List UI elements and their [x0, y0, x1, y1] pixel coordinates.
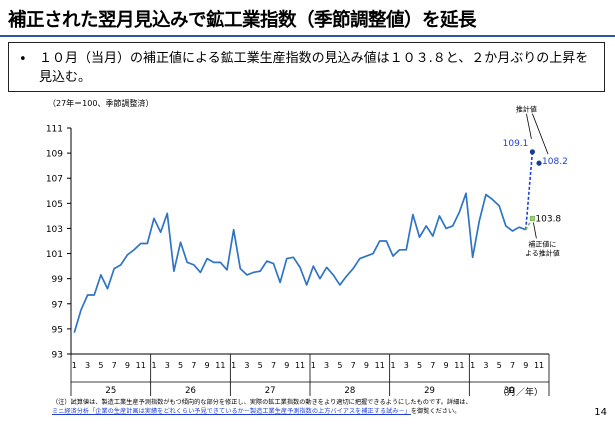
y-tick-label: 93 — [52, 351, 63, 361]
series-line — [73, 192, 527, 333]
footnote: （注）試算値は、製造工業生産予測指数がもつ傾向的な部分を修正し、実際の鉱工業指数… — [52, 398, 522, 416]
year-label: 30 — [504, 386, 515, 396]
x-tick-label: 3 — [324, 361, 329, 370]
annotation-arrow — [533, 222, 537, 239]
year-label: 29 — [424, 386, 435, 396]
year-label: 25 — [105, 386, 116, 396]
x-tick-label: 3 — [483, 361, 488, 370]
x-tick-label: 5 — [417, 361, 422, 370]
y-tick-label: 101 — [46, 250, 63, 260]
x-tick-label: 11 — [534, 361, 544, 370]
analysis-link[interactable]: ミニ経済分析「企業の生産計画は実績をどれくらい予見できているか－製造工業生産予測… — [52, 408, 411, 415]
slide-title: 補正された翌月見込みで鉱工業指数（季節調整値）を延長 — [8, 10, 477, 31]
footnote-line-1: （注）試算値は、製造工業生産予測指数がもつ傾向的な部分を修正し、実際の鉱工業指数… — [52, 399, 472, 406]
x-tick-label: 7 — [271, 361, 276, 370]
annotation-arrow — [532, 113, 549, 155]
projection-line — [524, 151, 534, 230]
x-tick-label: 9 — [284, 361, 289, 370]
x-tick-label: 5 — [497, 361, 502, 370]
x-tick-label: 9 — [125, 361, 130, 370]
x-tick-label: 3 — [244, 361, 249, 370]
x-tick-label: 11 — [215, 361, 225, 370]
x-tick-label: 5 — [178, 361, 183, 370]
unit-label: （27年＝100、季節調整済） — [48, 98, 153, 108]
x-tick-label: 3 — [85, 361, 90, 370]
x-tick-label: 1 — [151, 361, 156, 370]
x-tick-label: 9 — [444, 361, 449, 370]
y-tick-label: 111 — [46, 125, 63, 135]
x-tick-label: 5 — [258, 361, 263, 370]
x-tick-label: 1 — [470, 361, 475, 370]
page-number: 14 — [594, 407, 607, 418]
y-axis-ticks: 93 95 97 99 101 103 105 107 109 111 — [46, 125, 71, 361]
x-tick-label: 7 — [191, 361, 196, 370]
x-tick-label: 3 — [404, 361, 409, 370]
year-label: 26 — [185, 386, 196, 396]
data-series — [73, 192, 527, 333]
x-tick-label: 11 — [295, 361, 305, 370]
x-tick-label: 9 — [523, 361, 528, 370]
y-tick-label: 97 — [52, 300, 63, 310]
y-tick-label: 103 — [46, 225, 63, 235]
x-tick-label: 5 — [98, 361, 103, 370]
x-tick-label: 3 — [165, 361, 170, 370]
x-tick-label: 1 — [231, 361, 236, 370]
x-tick-label: 1 — [311, 361, 316, 370]
data-label: 108.2 — [542, 157, 568, 167]
x-tick-label: 7 — [351, 361, 356, 370]
summary-box: • １０月（当月）の補正値による鉱工業生産指数の見込み値は１０３.８と、２か月ぶ… — [8, 42, 605, 92]
title-divider — [0, 35, 615, 37]
x-tick-label: 11 — [454, 361, 464, 370]
x-tick-label: 5 — [337, 361, 342, 370]
x-tick-label: 11 — [375, 361, 385, 370]
x-tick-label: 1 — [72, 361, 77, 370]
year-label: 27 — [265, 386, 276, 396]
production-index-chart: （27年＝100、季節調整済） 939597991011031051071091… — [46, 98, 568, 396]
y-tick-label: 95 — [52, 325, 63, 335]
x-tick-label: 1 — [390, 361, 395, 370]
projection-point — [536, 160, 542, 166]
corrected-annotation: 補正値に — [528, 239, 556, 248]
corrected-point — [529, 215, 535, 221]
x-tick-label: 9 — [364, 361, 369, 370]
x-tick-label: 7 — [430, 361, 435, 370]
y-tick-label: 99 — [52, 275, 64, 285]
x-tick-label: 7 — [112, 361, 117, 370]
summary-bullet: • — [19, 52, 27, 67]
corrected-annotation: よる推計値 — [525, 248, 560, 257]
year-label: 28 — [344, 386, 355, 396]
summary-text: １０月（当月）の補正値による鉱工業生産指数の見込み値は１０３.８と、２か月ぶりの… — [39, 51, 589, 85]
y-tick-label: 109 — [46, 150, 63, 160]
x-axis-unit-label: （月／年） — [498, 386, 543, 396]
x-tick-label: 11 — [136, 361, 146, 370]
y-tick-label: 105 — [46, 200, 63, 210]
data-label: 103.8 — [535, 214, 561, 224]
footnote-line-2-rest: を御覧ください。 — [410, 408, 461, 415]
estimate-annotation: 推計値 — [516, 105, 537, 114]
projection-point — [529, 149, 536, 155]
data-label: 109.1 — [503, 139, 529, 149]
x-tick-label: 9 — [205, 361, 210, 370]
annotation-arrow — [526, 113, 532, 139]
x-tick-label: 7 — [510, 361, 515, 370]
footnote-line-2: ミニ経済分析「企業の生産計画は実績をどれくらい予見できているか－製造工業生産予測… — [52, 407, 522, 416]
chart-axes — [70, 128, 550, 396]
y-tick-label: 107 — [46, 175, 63, 185]
